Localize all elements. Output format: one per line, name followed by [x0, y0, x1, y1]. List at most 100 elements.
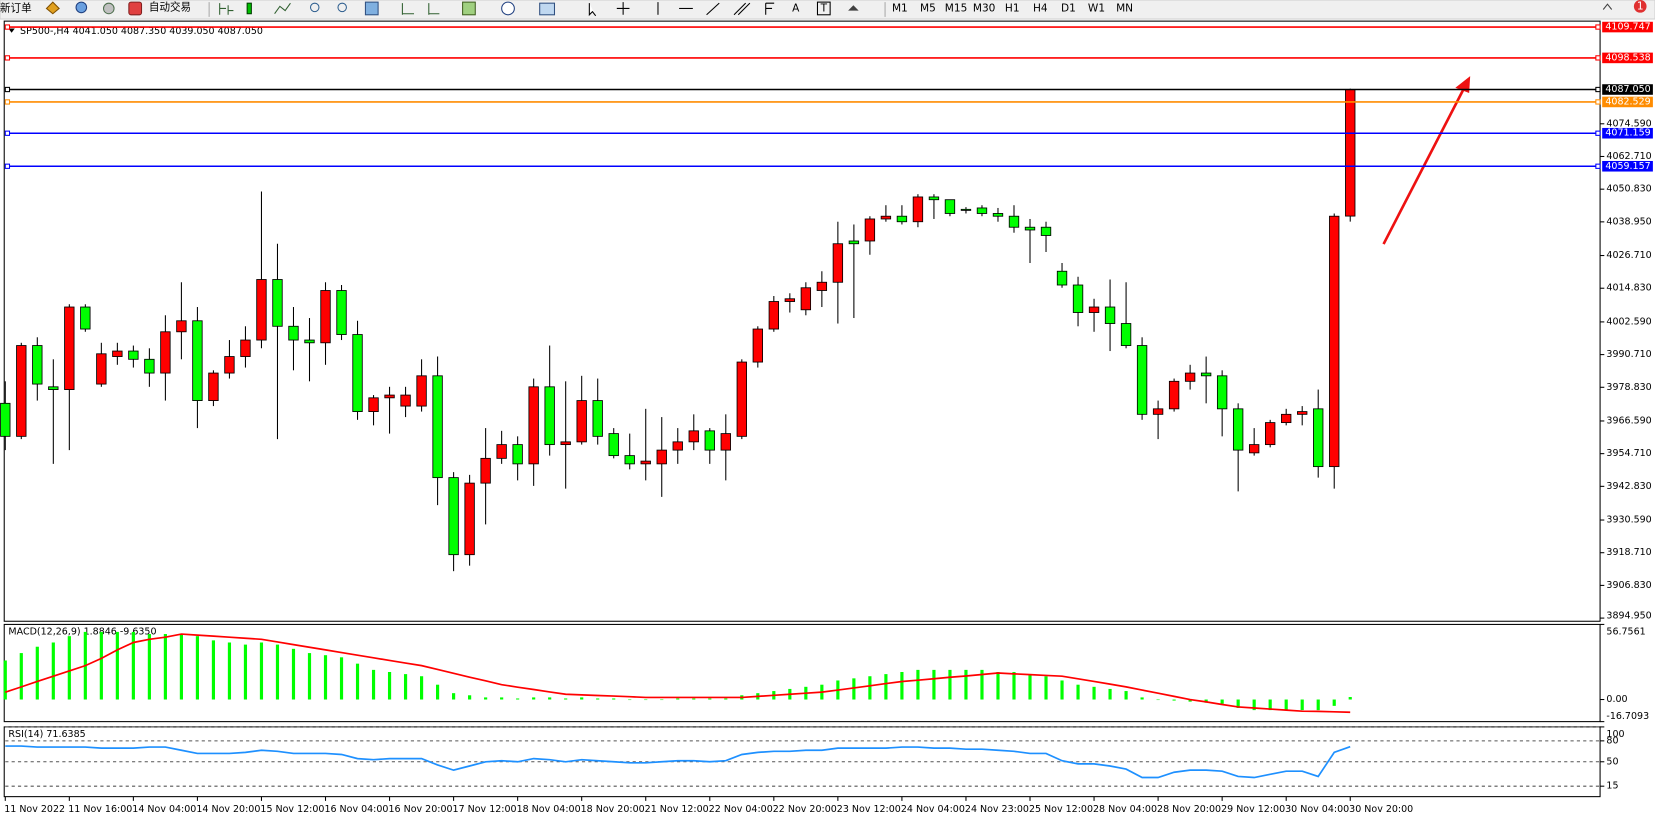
y-tick-label: 3906.830 — [1606, 580, 1651, 591]
level-handle — [1595, 130, 1601, 136]
icon[interactable] — [102, 2, 115, 15]
timeframe-button[interactable]: W1 — [1088, 2, 1105, 14]
notification-count[interactable]: 1 — [1637, 0, 1644, 12]
candle-body — [880, 215, 892, 220]
icon[interactable] — [75, 1, 88, 14]
candle-body — [784, 298, 796, 302]
candle-body — [192, 320, 203, 401]
auto-trading-icon[interactable] — [128, 1, 143, 16]
macd-bar — [259, 642, 264, 700]
autoscroll[interactable] — [401, 3, 415, 15]
macd-bar — [355, 663, 360, 700]
candle-body — [832, 243, 844, 283]
label-tool[interactable]: T — [820, 2, 828, 14]
toolbar: 新订单 自动交易 A T M1 M5 M15 M30 H1 H4 D1 W1 MN 1 — [0, 0, 1655, 20]
candle-body — [176, 320, 187, 333]
x-tick-label: 14 Nov 04:00 — [132, 804, 196, 815]
macd-bar — [868, 676, 872, 700]
candle-body — [16, 345, 27, 437]
macd-bar — [708, 698, 712, 700]
candle-body — [1088, 306, 1100, 313]
crosshair-tool[interactable] — [616, 2, 630, 15]
candle-body — [704, 430, 715, 451]
level-label: 4098.538 — [1605, 52, 1650, 63]
candle-body — [400, 394, 411, 407]
level-handle — [1595, 163, 1601, 169]
timeframe-button[interactable]: M30 — [973, 2, 996, 14]
new-order-button[interactable]: 新订单 — [0, 1, 32, 14]
cursor-tool[interactable] — [588, 3, 597, 17]
indicators[interactable] — [462, 1, 476, 16]
candle-body — [96, 353, 107, 385]
timeframe-button[interactable]: D1 — [1061, 2, 1076, 14]
candle-body — [896, 215, 908, 223]
auto-trading-button[interactable]: 自动交易 — [149, 0, 191, 13]
timeframe-button[interactable]: H4 — [1033, 2, 1048, 14]
periods[interactable] — [501, 1, 515, 16]
candle-body — [128, 350, 139, 360]
chart-shift[interactable] — [428, 3, 440, 15]
macd-bar — [1268, 699, 1272, 711]
macd-bar — [724, 698, 728, 700]
macd-bar — [980, 669, 984, 700]
label-tool-frame[interactable] — [816, 1, 831, 16]
level-label: 4109.747 — [1605, 22, 1650, 33]
macd-bar — [195, 636, 200, 700]
x-tick-label: 18 Nov 04:00 — [517, 804, 581, 815]
timeframe-button[interactable]: MN — [1116, 2, 1133, 14]
notification-badge[interactable] — [1633, 0, 1647, 13]
timeframe-button[interactable]: M1 — [892, 2, 908, 14]
templates[interactable] — [539, 2, 556, 16]
zoom-out[interactable] — [337, 2, 347, 13]
level-badge — [1602, 52, 1653, 64]
candle-body — [720, 433, 731, 451]
timeframes: M1 M5 M15 M30 H1 H4 D1 W1 MN — [892, 2, 1133, 14]
trendline-tool[interactable] — [706, 2, 720, 16]
timeframe-button[interactable]: M5 — [920, 2, 936, 14]
timeframe-button[interactable]: M15 — [945, 2, 968, 14]
candle-body — [960, 208, 972, 211]
y-tick-label: 50 — [1606, 756, 1618, 767]
candle-body — [208, 372, 219, 401]
macd-bar — [532, 697, 536, 700]
macd-bar — [1060, 680, 1064, 700]
icon[interactable] — [45, 1, 60, 15]
candle-body — [928, 196, 940, 201]
text-tool[interactable]: A — [792, 2, 800, 14]
annotation-arrow — [1382, 83, 1468, 245]
collapse-icon[interactable] — [1602, 3, 1613, 10]
candle-body — [80, 306, 91, 330]
candle-body — [1248, 444, 1260, 454]
candle-body — [416, 375, 427, 407]
macd-bar — [67, 636, 71, 700]
candle-body — [480, 457, 491, 484]
x-tick-label: 11 Nov 16:00 — [68, 804, 132, 815]
macd-bar — [548, 697, 552, 700]
candle-body — [800, 287, 812, 311]
arrows-tool[interactable] — [848, 5, 859, 11]
tile-windows[interactable] — [364, 1, 379, 16]
macd-bar — [291, 648, 296, 700]
candle-body — [1297, 411, 1308, 415]
candle-body — [288, 325, 299, 341]
macd-bar — [436, 684, 440, 700]
candle-body — [464, 482, 475, 556]
candle-body — [1216, 375, 1228, 410]
macd-bar — [580, 697, 584, 700]
candle-body — [224, 356, 235, 374]
zoom-in[interactable] — [309, 2, 320, 13]
candle-button[interactable] — [246, 2, 252, 15]
macd-bar — [612, 698, 616, 700]
channel-tool[interactable] — [733, 2, 751, 16]
y-tick-label: 3894.950 — [1606, 610, 1651, 621]
macd-bar — [1332, 699, 1336, 706]
timeframe-button[interactable]: H1 — [1005, 2, 1020, 14]
fibo-tool[interactable] — [765, 2, 775, 15]
line-chart-button[interactable] — [274, 2, 291, 15]
bar-chart-button[interactable] — [219, 3, 234, 15]
level-label: 4082.529 — [1605, 96, 1650, 107]
macd-bar — [500, 697, 504, 700]
y-tick-label: 0.00 — [1606, 694, 1627, 705]
x-tick-label: 29 Nov 12:00 — [1221, 804, 1285, 815]
